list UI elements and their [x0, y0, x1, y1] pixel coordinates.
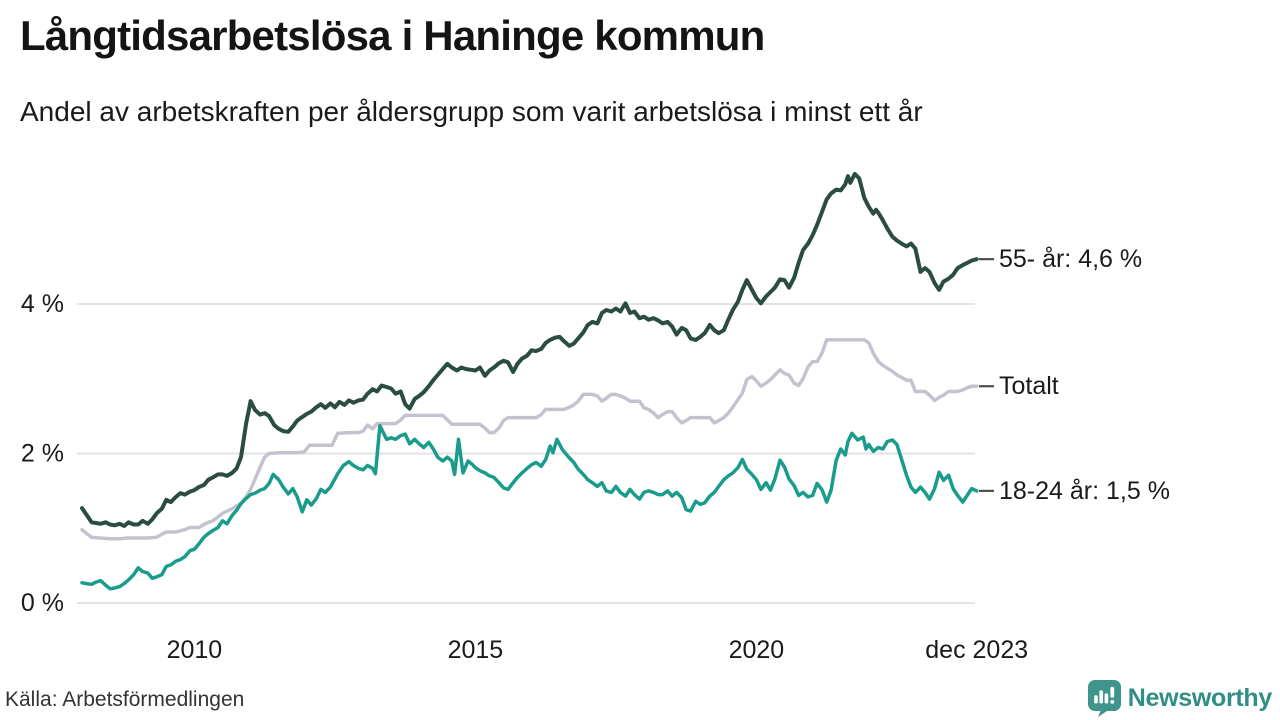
brand-name: Newsworthy — [1127, 684, 1273, 712]
chart-title: Långtidsarbetslösa i Haninge kommun — [20, 12, 765, 59]
x-axis-tick-label: 2020 — [729, 636, 785, 664]
series-end-label-18-24-r: 18-24 år: 1,5 % — [999, 477, 1170, 505]
x-axis-tick-label: dec 2023 — [925, 636, 1028, 664]
newsworthy-icon — [1087, 680, 1121, 717]
series-end-label-totalt: Totalt — [999, 372, 1059, 400]
x-axis-tick-label: 2015 — [448, 636, 504, 664]
source-note: Källa: Arbetsförmedlingen — [5, 688, 245, 711]
series-line-55-r — [80, 171, 979, 528]
y-axis-tick-label: 0 % — [21, 589, 64, 617]
chart-subtitle: Andel av arbetskraften per åldersgrupp s… — [20, 96, 923, 127]
y-axis-tick-label: 4 % — [21, 290, 64, 318]
series-end-label-55-r: 55- år: 4,6 % — [999, 245, 1142, 273]
x-axis-tick-label: 2010 — [167, 636, 223, 664]
series-line-18-24-r — [80, 424, 979, 591]
y-axis-tick-label: 2 % — [21, 440, 64, 468]
series-line-totalt — [80, 338, 979, 541]
brand-logo: Newsworthy — [1087, 680, 1273, 717]
